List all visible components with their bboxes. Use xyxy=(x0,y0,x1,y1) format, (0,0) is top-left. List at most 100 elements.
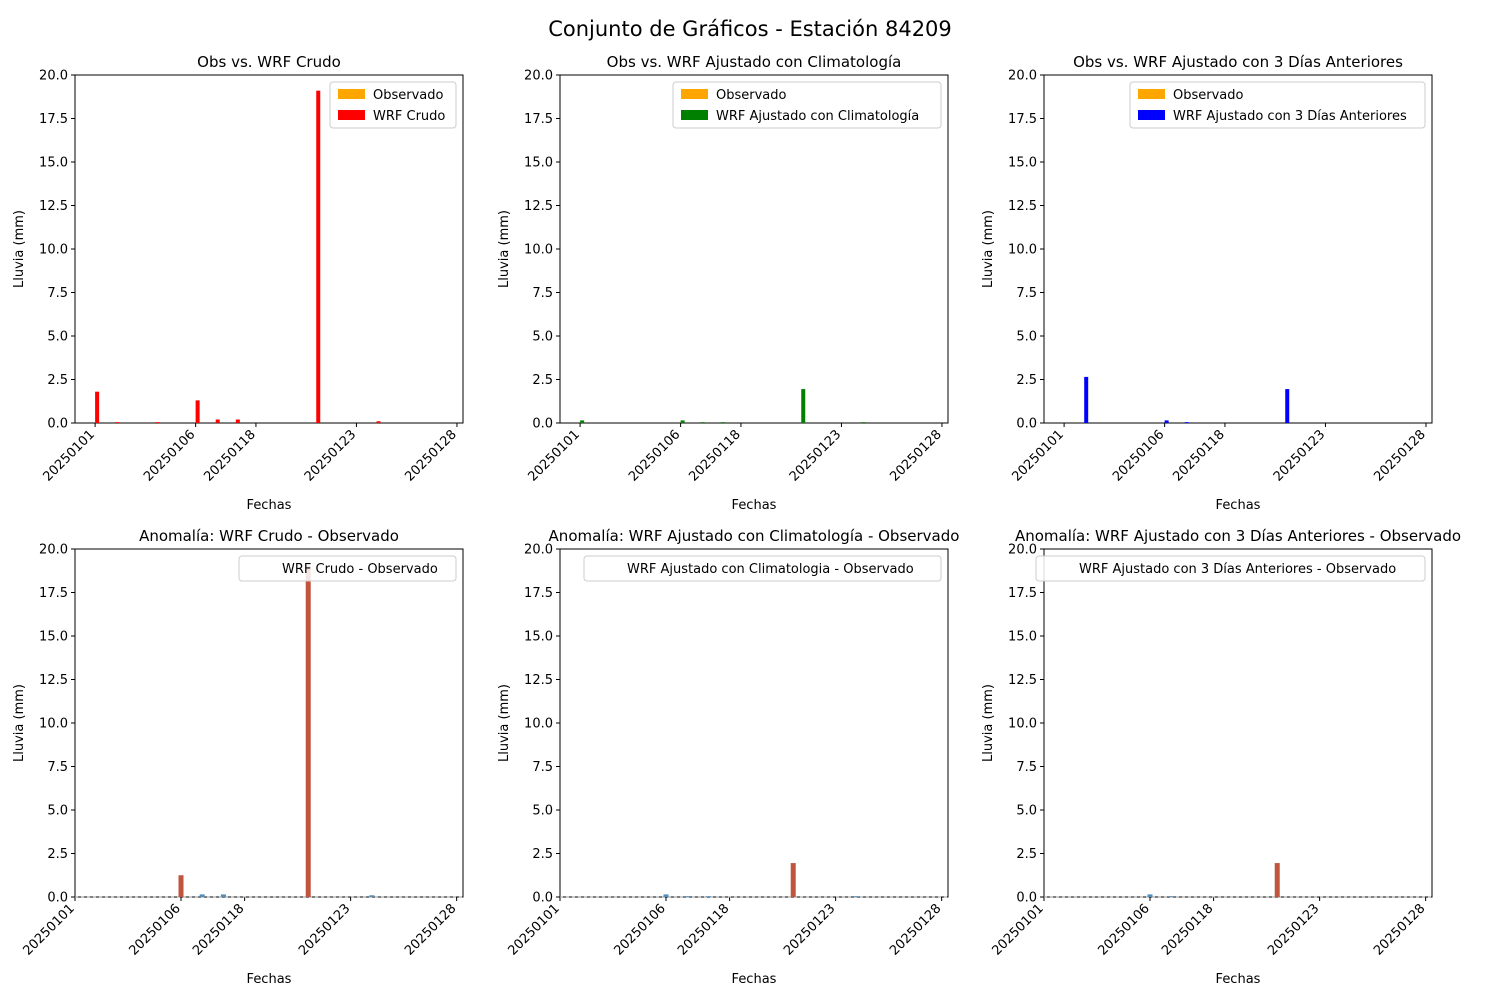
y-tick-label: 2.5 xyxy=(47,847,68,862)
x-tick-label: 20250106 xyxy=(141,427,198,484)
x-axis-label: Fechas xyxy=(1216,498,1261,513)
x-tick-label: 20250118 xyxy=(190,901,247,958)
legend: WRF Crudo - Observado xyxy=(238,555,457,582)
legend-swatch xyxy=(1138,89,1165,99)
anomaly-bar xyxy=(854,896,860,897)
bar-wrf-crudo xyxy=(195,400,200,423)
legend-entry: WRF Crudo xyxy=(373,109,445,124)
legend-swatch xyxy=(338,110,365,120)
x-tick-label: 20250106 xyxy=(611,901,668,958)
y-tick-label: 0.0 xyxy=(1016,417,1037,432)
plot-area xyxy=(74,548,464,898)
legend-entry: Observado xyxy=(1173,88,1244,103)
chart-title: Obs vs. WRF Ajustado con Climatología xyxy=(607,53,902,71)
anomaly-bar xyxy=(1147,894,1153,897)
anomaly-bar xyxy=(178,875,184,897)
x-tick-label: 20250128 xyxy=(402,427,459,484)
bar-wrf-ajustado-con-climatolog-a xyxy=(580,420,585,423)
y-tick-label: 17.5 xyxy=(524,112,553,127)
plot-area xyxy=(74,74,464,424)
y-tick-label: 20.0 xyxy=(524,69,553,84)
y-tick-label: 15.0 xyxy=(39,630,68,645)
x-tick-label: 20250106 xyxy=(626,427,683,484)
y-tick-label: 2.5 xyxy=(532,847,553,862)
y-tick-label: 12.5 xyxy=(39,199,68,214)
plot-area xyxy=(559,74,949,424)
y-tick-label: 5.0 xyxy=(1016,330,1037,345)
legend-entry: Observado xyxy=(373,88,444,103)
y-tick-label: 15.0 xyxy=(39,156,68,171)
y-tick-label: 20.0 xyxy=(1008,543,1037,558)
y-tick-label: 10.0 xyxy=(39,243,68,258)
legend: Observado WRF Ajustado con 3 Días Anterio… xyxy=(1129,81,1426,129)
x-tick-label: 20250106 xyxy=(1110,427,1167,484)
y-tick-label: 0.0 xyxy=(47,417,68,432)
y-axis-label: Lluvia (mm) xyxy=(497,684,512,762)
bar-wrf-ajustado-con-climatolog-a xyxy=(680,420,685,423)
x-tick-label: 20250118 xyxy=(1170,427,1227,484)
y-tick-label: 12.5 xyxy=(1008,673,1037,688)
legend: WRF Ajustado con Climatologia - Observad… xyxy=(583,555,942,582)
x-axis-label: Fechas xyxy=(247,498,292,513)
y-tick-label: 0.0 xyxy=(47,891,68,906)
x-tick-label: 20250128 xyxy=(1371,427,1428,484)
y-tick-label: 5.0 xyxy=(532,330,553,345)
anomaly-bar xyxy=(305,566,311,897)
legend: WRF Ajustado con 3 Días Anteriores - Obs… xyxy=(1035,555,1426,582)
y-tick-label: 12.5 xyxy=(1008,199,1037,214)
y-tick-label: 10.0 xyxy=(524,243,553,258)
bar-wrf-ajustado-con-climatolog-a xyxy=(861,422,866,423)
chart-title: Anomalía: WRF Ajustado con 3 Días Anteri… xyxy=(1015,527,1461,545)
anomaly-bar xyxy=(199,894,205,897)
chart-panel-1: 0.0 2.5 5.0 7.5 10.0 12.5 15.0 17.5 20.0 20250101… xyxy=(12,53,464,513)
legend-entry: WRF Ajustado con 3 Días Anteriores xyxy=(1173,109,1407,124)
y-tick-label: 2.5 xyxy=(1016,373,1037,388)
legend-box xyxy=(583,555,942,582)
legend-swatch xyxy=(1138,110,1165,120)
y-tick-label: 20.0 xyxy=(1008,69,1037,84)
x-tick-label: 20250118 xyxy=(201,427,258,484)
y-tick-label: 0.0 xyxy=(532,891,553,906)
anomaly-bar xyxy=(220,894,226,897)
y-tick-label: 15.0 xyxy=(524,156,553,171)
chart-title: Obs vs. WRF Ajustado con 3 Días Anterior… xyxy=(1073,53,1403,71)
y-tick-label: 2.5 xyxy=(1016,847,1037,862)
x-tick-label: 20250123 xyxy=(781,901,838,958)
bar-wrf-crudo xyxy=(155,422,160,423)
x-tick-label: 20250101 xyxy=(989,901,1046,958)
x-tick-label: 20250123 xyxy=(296,901,353,958)
x-tick-label: 20250106 xyxy=(126,901,183,958)
x-tick-label: 20250123 xyxy=(1271,427,1328,484)
x-tick-label: 20250128 xyxy=(887,427,944,484)
x-tick-label: 20250101 xyxy=(526,427,583,484)
anomaly-bar xyxy=(369,895,375,897)
plot-area xyxy=(559,548,949,898)
plot-area xyxy=(1043,74,1433,424)
x-tick-label: 20250118 xyxy=(1159,901,1216,958)
y-tick-label: 12.5 xyxy=(39,673,68,688)
x-tick-label: 20250128 xyxy=(887,901,944,958)
y-tick-label: 7.5 xyxy=(47,286,68,301)
chart-title: Anomalía: WRF Ajustado con Climatología … xyxy=(549,527,960,545)
x-tick-label: 20250123 xyxy=(302,427,359,484)
x-axis-label: Fechas xyxy=(247,972,292,987)
y-tick-label: 15.0 xyxy=(524,630,553,645)
y-tick-label: 7.5 xyxy=(532,286,553,301)
x-tick-label: 20250123 xyxy=(787,427,844,484)
legend: Observado WRF Crudo xyxy=(329,81,457,129)
y-tick-label: 17.5 xyxy=(1008,586,1037,601)
x-axis-label: Fechas xyxy=(732,972,777,987)
y-tick-label: 20.0 xyxy=(524,543,553,558)
y-tick-label: 2.5 xyxy=(532,373,553,388)
bar-wrf-ajustado-con-3-d-as-anteriores xyxy=(1184,422,1189,423)
legend-entry: WRF Ajustado con 3 Días Anteriores - Obs… xyxy=(1079,562,1396,577)
y-tick-label: 10.0 xyxy=(524,717,553,732)
bar-wrf-crudo xyxy=(376,421,381,423)
legend: Observado WRF Ajustado con Climatología xyxy=(672,81,942,129)
y-tick-label: 0.0 xyxy=(532,417,553,432)
y-tick-label: 20.0 xyxy=(39,543,68,558)
y-axis-label: Lluvia (mm) xyxy=(981,684,996,762)
figure-title: Conjunto de Gráficos - Estación 84209 xyxy=(548,17,952,41)
x-tick-label: 20250118 xyxy=(686,427,743,484)
